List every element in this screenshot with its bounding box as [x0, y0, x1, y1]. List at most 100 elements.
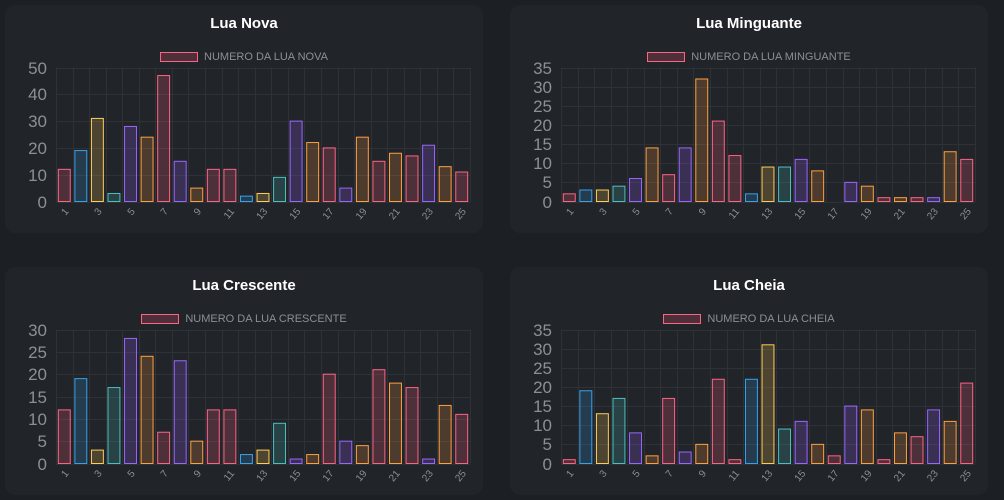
bar[interactable] [910, 436, 924, 464]
bar[interactable] [405, 155, 419, 203]
bar[interactable] [339, 440, 353, 465]
bar[interactable] [778, 428, 792, 465]
bar[interactable] [960, 158, 974, 202]
bar[interactable] [107, 192, 121, 203]
bar[interactable] [239, 195, 253, 202]
bar[interactable] [894, 432, 907, 464]
bar[interactable] [761, 344, 775, 464]
bar[interactable] [910, 197, 924, 203]
legend-item[interactable]: NUMERO DA LUA CRESCENTE [5, 313, 483, 325]
bar[interactable] [860, 409, 874, 464]
bar[interactable] [140, 136, 154, 202]
bar[interactable] [306, 454, 320, 464]
bar[interactable] [422, 144, 436, 202]
bar[interactable] [927, 409, 941, 464]
bar[interactable] [744, 378, 758, 464]
bar[interactable] [645, 455, 659, 464]
bar[interactable] [339, 187, 353, 203]
bar[interactable] [562, 193, 576, 202]
bar[interactable] [322, 147, 336, 202]
bar[interactable] [256, 449, 270, 465]
bar[interactable] [124, 337, 137, 464]
bar[interactable] [405, 387, 419, 464]
bar[interactable] [794, 420, 808, 464]
bar[interactable] [629, 178, 642, 202]
bar[interactable] [422, 458, 436, 465]
bar[interactable] [455, 171, 469, 203]
bar[interactable] [372, 369, 386, 464]
bar[interactable] [728, 459, 742, 465]
bar[interactable] [57, 168, 71, 202]
bar[interactable] [761, 166, 775, 203]
bar[interactable] [206, 168, 220, 202]
bar[interactable] [173, 360, 187, 464]
bar[interactable] [695, 78, 709, 202]
bar[interactable] [894, 197, 907, 203]
bar[interactable] [943, 420, 957, 464]
bar[interactable] [173, 160, 187, 203]
bar[interactable] [438, 166, 452, 203]
legend-item[interactable]: NUMERO DA LUA MINGUANTE [510, 51, 988, 63]
bar[interactable] [90, 449, 104, 465]
bar[interactable] [289, 120, 303, 202]
bar[interactable] [223, 168, 237, 202]
bar[interactable] [844, 181, 858, 203]
bar[interactable] [678, 451, 692, 464]
bar[interactable] [612, 185, 626, 202]
bar[interactable] [877, 197, 891, 203]
bar[interactable] [662, 397, 676, 465]
bar[interactable] [355, 445, 369, 464]
bar[interactable] [579, 189, 593, 202]
bar[interactable] [74, 150, 88, 202]
bar[interactable] [711, 120, 725, 202]
bar[interactable] [579, 390, 593, 464]
bar[interactable] [140, 355, 154, 464]
bar[interactable] [711, 378, 725, 464]
bar[interactable] [695, 443, 709, 465]
bar[interactable] [811, 170, 825, 202]
bar[interactable] [943, 151, 957, 203]
bar[interactable] [256, 192, 270, 203]
bar[interactable] [860, 185, 874, 202]
bar[interactable] [289, 458, 303, 465]
bar[interactable] [728, 155, 742, 202]
bar[interactable] [389, 382, 402, 464]
bar[interactable] [157, 431, 171, 465]
bar[interactable] [455, 413, 469, 465]
bar[interactable] [306, 142, 320, 202]
bar[interactable] [927, 197, 941, 203]
bar[interactable] [645, 147, 659, 202]
bar[interactable] [662, 174, 676, 202]
bar[interactable] [239, 454, 253, 464]
bar[interactable] [206, 409, 220, 464]
bar[interactable] [744, 193, 758, 202]
bar[interactable] [877, 459, 891, 465]
bar[interactable] [844, 405, 858, 464]
bar[interactable] [355, 136, 369, 202]
bar[interactable] [389, 152, 402, 202]
bar[interactable] [190, 440, 204, 465]
bar[interactable] [190, 187, 204, 203]
bar[interactable] [74, 378, 88, 464]
bar[interactable] [273, 422, 287, 465]
bar[interactable] [678, 147, 692, 202]
bar[interactable] [595, 413, 609, 465]
bar[interactable] [778, 166, 792, 203]
bar[interactable] [794, 158, 808, 202]
bar[interactable] [960, 382, 974, 464]
bar[interactable] [157, 75, 171, 202]
bar[interactable] [438, 404, 452, 464]
bar[interactable] [124, 125, 137, 202]
bar[interactable] [629, 432, 642, 464]
legend-item[interactable]: NUMERO DA LUA CHEIA [510, 313, 988, 325]
bar[interactable] [90, 117, 104, 202]
bar[interactable] [827, 455, 841, 464]
bar[interactable] [322, 373, 336, 464]
bar[interactable] [562, 459, 576, 465]
bar[interactable] [372, 160, 386, 203]
bar[interactable] [612, 397, 626, 465]
bar[interactable] [223, 409, 237, 464]
bar[interactable] [273, 176, 287, 203]
bar[interactable] [107, 387, 121, 464]
legend-item[interactable]: NUMERO DA LUA NOVA [5, 51, 483, 63]
